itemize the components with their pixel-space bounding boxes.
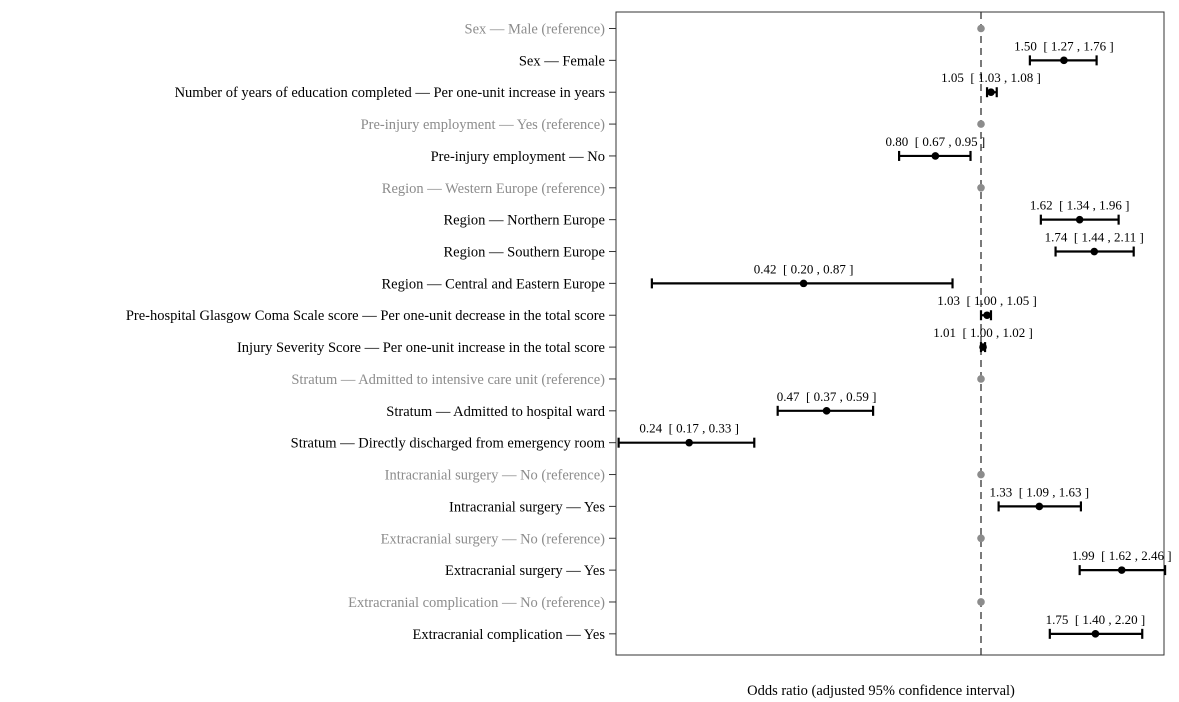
- point-estimate: [685, 438, 693, 447]
- row-label: Region — Northern Europe: [444, 213, 605, 229]
- point-estimate: [822, 407, 831, 415]
- point-estimate: [1091, 630, 1100, 638]
- estimate-label: 1.01 [ 1.00 , 1.02 ]: [933, 325, 1033, 340]
- row-label: Sex — Male (reference): [465, 22, 606, 38]
- row-label: Intracranial surgery — Yes: [449, 499, 605, 515]
- reference-point: [977, 534, 985, 543]
- row-label: Stratum — Directly discharged from emerg…: [291, 436, 606, 452]
- estimate-label: 1.74 [ 1.44 , 2.11 ]: [1045, 230, 1144, 245]
- estimate-label: 0.80 [ 0.67 , 0.95 ]: [886, 134, 986, 149]
- row-label: Injury Severity Score — Per one-unit inc…: [237, 340, 605, 356]
- estimate-label: 1.62 [ 1.34 , 1.96 ]: [1030, 198, 1130, 213]
- point-estimate: [979, 343, 987, 351]
- x-axis-title: Odds ratio (adjusted 95% confidence inte…: [747, 683, 1015, 699]
- point-estimate: [1060, 56, 1068, 65]
- estimate-label: 1.99 [ 1.62 , 2.46 ]: [1072, 548, 1172, 563]
- row-label: Stratum — Admitted to intensive care uni…: [291, 372, 605, 388]
- row-label: Pre-hospital Glasgow Coma Scale score — …: [126, 308, 605, 324]
- point-estimate: [799, 279, 808, 288]
- row-label: Sex — Female: [519, 53, 605, 69]
- row-label: Extracranial surgery — Yes: [445, 563, 605, 579]
- estimate-label: 1.03 [ 1.00 , 1.05 ]: [937, 293, 1037, 308]
- row-label: Region — Central and Eastern Europe: [382, 276, 605, 292]
- point-estimate: [1075, 215, 1084, 224]
- row-label: Intracranial surgery — No (reference): [385, 468, 606, 484]
- reference-point: [977, 184, 985, 192]
- row-label: Extracranial complication — No (referenc…: [348, 595, 605, 611]
- row-label: Number of years of education completed —…: [175, 85, 606, 101]
- reference-point: [977, 598, 985, 606]
- point-estimate: [1117, 566, 1126, 574]
- reference-point: [977, 470, 985, 479]
- estimate-label: 1.33 [ 1.09 , 1.63 ]: [989, 484, 1089, 499]
- point-estimate: [987, 88, 995, 97]
- estimate-label: 0.24 [ 0.17 , 0.33 ]: [639, 421, 739, 436]
- point-estimate: [1035, 502, 1044, 511]
- point-estimate: [1090, 247, 1099, 256]
- row-label: Region — Southern Europe: [444, 245, 606, 261]
- row-label: Pre-injury employment — No: [431, 149, 605, 165]
- estimate-label: 1.75 [ 1.40 , 2.20 ]: [1046, 612, 1146, 627]
- estimate-label: 1.50 [ 1.27 , 1.76 ]: [1014, 38, 1114, 53]
- forest-rows: Sex — Male (reference) Sex — Female 1.50 […: [126, 22, 1172, 643]
- estimate-label: 0.47 [ 0.37 , 0.59 ]: [777, 389, 877, 404]
- point-estimate: [983, 311, 991, 320]
- row-label: Pre-injury employment — Yes (reference): [361, 117, 606, 133]
- reference-point: [977, 24, 985, 33]
- row-label: Stratum — Admitted to hospital ward: [386, 404, 605, 420]
- point-estimate: [931, 152, 940, 160]
- estimate-label: 1.05 [ 1.03 , 1.08 ]: [941, 70, 1041, 85]
- estimate-label: 0.42 [ 0.20 , 0.87 ]: [754, 261, 854, 276]
- row-label: Extracranial complication — Yes: [413, 627, 606, 643]
- row-label: Region — Western Europe (reference): [382, 181, 605, 197]
- plot-frame: [615, 11, 1165, 656]
- row-label: Extracranial surgery — No (reference): [381, 531, 606, 547]
- reference-point: [977, 120, 985, 128]
- reference-point: [977, 375, 985, 383]
